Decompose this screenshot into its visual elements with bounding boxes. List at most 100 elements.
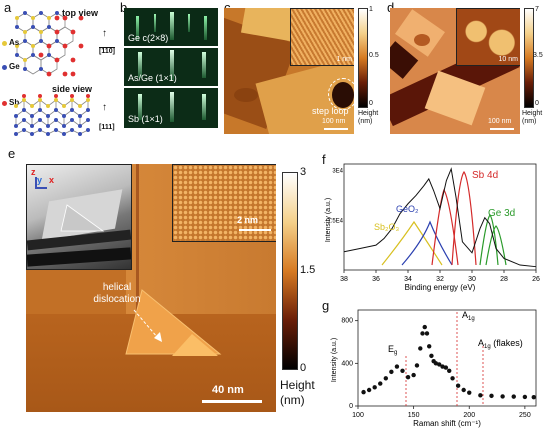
sb-swatch-icon (2, 101, 7, 106)
top-view-label: top view (62, 8, 99, 18)
rheed-pattern-sb: Sb (1×1) (124, 88, 218, 128)
side-direction-label: [111] (99, 124, 115, 131)
panel-a: a (0, 0, 120, 150)
inset-e-scale-bar (239, 229, 271, 231)
colorbar-c-max: 1 (369, 6, 373, 13)
scale-bar-d-text: 100 nm (488, 118, 512, 125)
raman-point (489, 393, 494, 399)
raman-x-axis-label: Raman shift (cm⁻¹) (413, 419, 481, 428)
panel-a-label: a (4, 0, 12, 15)
legend-ge-label: Ge (9, 62, 20, 71)
side-view-label: side view (52, 84, 93, 94)
xps-annotation-sb4d: Sb 4d (472, 170, 498, 181)
colorbar-d-title: Height (nm) (522, 110, 543, 125)
raman-point (478, 393, 483, 398)
panel-d-label: d (387, 0, 394, 15)
raman-y-tick-label: 800 (341, 318, 353, 325)
raman-point (411, 372, 416, 378)
side-arrow-icon: ↑ (102, 102, 107, 113)
panel-e-label: e (8, 146, 16, 161)
colorbar-c-mid: 0.5 (369, 52, 379, 59)
xps-x-tick-label: 32 (436, 276, 444, 283)
axis-x-label: x (49, 175, 55, 185)
raman-point (531, 394, 536, 400)
scale-bar-e (202, 400, 262, 403)
raman-point (361, 389, 366, 395)
top-direction-label: [110] (99, 48, 115, 55)
raman-point (511, 394, 516, 399)
raman-x-ticks: 100 150 200 250 (352, 406, 531, 419)
raman-point (405, 375, 411, 380)
rheed-pattern-as: As/Ge (1×1) (124, 48, 218, 86)
raman-point (447, 368, 452, 373)
colorbar-e-min: 0 (300, 362, 307, 374)
colorbar-d-mid: 3.5 (533, 52, 543, 59)
colorbar-c (358, 8, 368, 108)
xps-x-tick-label: 36 (372, 276, 380, 283)
triangle-island (125, 289, 222, 356)
raman-point (378, 381, 383, 386)
ge-swatch-icon (2, 65, 7, 70)
raman-x-tick-label: 250 (519, 412, 531, 419)
helical-dislocation-label: helical dislocation (93, 282, 141, 305)
step-loop-label: step loop (312, 106, 349, 116)
axis-y-label: y (37, 175, 43, 185)
panel-f-label: f (322, 152, 326, 167)
raman-point (372, 385, 377, 390)
scale-bar-d (490, 128, 514, 130)
inset-c: 1 nm (290, 8, 354, 66)
raman-point (422, 324, 427, 330)
raman-y-tick-label: 0 (349, 403, 353, 410)
colorbar-d-min: 0 (535, 100, 539, 107)
xps-y-ticks: 1.5E4 3E4 (327, 169, 343, 225)
legend-as-label: As (9, 38, 20, 47)
raman-x-tick-label: 200 (463, 412, 475, 419)
raman-point (440, 364, 445, 369)
raman-point (437, 362, 442, 367)
scale-bar-c-text: 100 nm (322, 118, 346, 125)
inset-e-triangle (60, 204, 105, 232)
axis-arrow-x-icon (35, 187, 47, 189)
colorbar-e-title: Height (nm) (280, 378, 315, 407)
xps-x-tick-label: 38 (340, 276, 348, 283)
scale-bar-e-text: 40 nm (212, 384, 244, 396)
colorbar-c-title: Height (nm) (358, 110, 379, 125)
xps-annotation-sb2o3: Sb₂O₃ (374, 222, 400, 232)
panel-g-label: g (322, 298, 330, 313)
raman-point (433, 361, 439, 366)
axis-z-label: z (31, 167, 36, 177)
xps-y-axis-label: Intensity (a.u.) (325, 198, 332, 242)
top-arrow-icon: ↑ (102, 28, 107, 39)
step-loop-circle (328, 78, 354, 110)
rheed-label-sb: Sb (1×1) (128, 114, 163, 124)
inset-d: 10 nm (456, 8, 520, 66)
colorbar-e (282, 172, 298, 370)
raman-y-tick-label: 400 (341, 360, 353, 367)
raman-data-points (361, 324, 536, 400)
raman-point (418, 346, 423, 351)
raman-annotation-a1g: A1g (462, 310, 475, 322)
raman-point (500, 394, 505, 399)
colorbar-e-mid: 1.5 (300, 264, 316, 276)
raman-point (420, 331, 425, 336)
stm-image-c: 1 nm step loop 100 nm (224, 8, 354, 134)
raman-annotation-eg: Eg (388, 344, 397, 356)
panel-b-label: b (120, 0, 127, 15)
raman-point (455, 383, 461, 388)
inset-d-scale-text: 10 nm (498, 56, 518, 63)
xps-annotation-geo2: GeO₂ (396, 204, 419, 214)
inset-e-3d: z y x (26, 164, 132, 270)
raman-point (400, 368, 405, 373)
stm-image-d: 10 nm 100 nm (390, 8, 520, 134)
raman-x-tick-label: 100 (352, 412, 364, 419)
scale-bar-c (324, 128, 348, 130)
inset-e-scale-text: 2 nm (237, 215, 259, 225)
raman-point (467, 390, 472, 395)
xps-x-tick-label: 28 (500, 276, 508, 283)
crystal-structure-side-view (14, 94, 90, 136)
raman-point (394, 364, 400, 369)
raman-y-axis-label: Intensity (a.u.) (331, 338, 338, 382)
raman-point (522, 394, 528, 400)
raman-point (443, 365, 449, 370)
